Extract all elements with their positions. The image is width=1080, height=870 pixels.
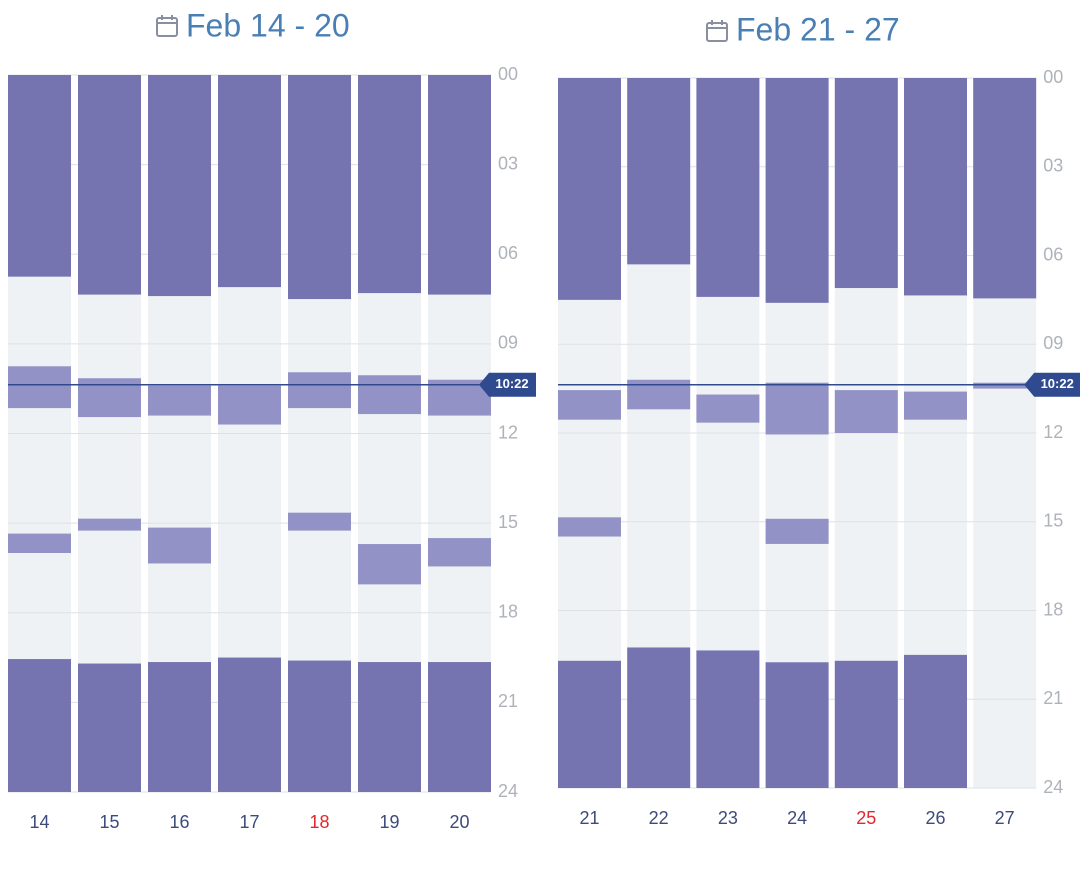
sleep-block (834, 78, 898, 289)
x-tick-label: 25 (856, 808, 876, 828)
sleep-block (358, 662, 421, 792)
y-tick-label: 09 (1043, 333, 1063, 353)
y-tick-label: 18 (498, 602, 518, 622)
x-tick-label: 23 (718, 808, 738, 828)
y-tick-label: 00 (1043, 67, 1063, 87)
y-tick-label: 15 (1043, 511, 1063, 531)
now-marker (1024, 372, 1080, 397)
sleep-block (765, 662, 829, 788)
sleep-block (558, 78, 621, 300)
sleep-block (627, 78, 691, 265)
sleep-block (8, 366, 71, 409)
sleep-block (148, 385, 211, 416)
now-marker (479, 372, 536, 397)
sleep-block (218, 75, 281, 288)
calendar-icon (706, 20, 728, 42)
now-label: 10:22 (495, 376, 528, 391)
sleep-block (428, 75, 491, 295)
x-tick-label: 26 (925, 808, 945, 828)
sleep-block (78, 518, 141, 531)
sleep-block (558, 660, 621, 788)
sleep-block (8, 533, 71, 553)
sleep-block (78, 75, 141, 295)
sleep-block (696, 650, 760, 788)
y-tick-label: 24 (1043, 777, 1063, 797)
x-tick-label: 22 (649, 808, 669, 828)
sleep-block (288, 512, 351, 531)
x-tick-label: 20 (449, 812, 469, 832)
y-tick-label: 12 (498, 422, 518, 442)
sleep-block (358, 75, 421, 294)
sleep-block (696, 394, 760, 423)
sleep-block (148, 662, 211, 792)
sleep-block (973, 382, 1037, 389)
sleep-block (428, 538, 491, 567)
sleep-block (218, 657, 281, 792)
x-tick-label: 16 (169, 812, 189, 832)
y-tick-label: 03 (1043, 156, 1063, 176)
x-tick-label: 19 (379, 812, 399, 832)
calendar-icon (156, 15, 178, 37)
sleep-block (765, 78, 829, 303)
sleep-block (904, 654, 967, 788)
chart-title: Feb 21 - 27 (736, 11, 900, 47)
now-label: 10:22 (1041, 376, 1074, 391)
chart-title: Feb 14 - 20 (186, 7, 350, 43)
sleep-block (8, 659, 71, 792)
sleep-block (288, 372, 351, 409)
x-tick-label: 18 (309, 812, 329, 832)
sleep-block (558, 517, 621, 537)
sleep-block (288, 75, 351, 300)
sleep-block (834, 390, 898, 433)
y-tick-label: 00 (498, 64, 518, 84)
sleep-block (358, 375, 421, 415)
y-tick-label: 21 (498, 691, 518, 711)
y-tick-label: 06 (498, 243, 518, 263)
y-tick-label: 24 (498, 781, 518, 801)
sleep-block (148, 527, 211, 564)
sleep-block (8, 75, 71, 277)
sleep-block (218, 385, 281, 425)
sleep-block (78, 663, 141, 792)
sleep-block (627, 647, 691, 788)
x-tick-label: 21 (579, 808, 599, 828)
sleep-block (148, 75, 211, 297)
x-tick-label: 14 (29, 812, 49, 832)
sleep-block (358, 544, 421, 585)
x-tick-label: 27 (995, 808, 1015, 828)
sleep-block (904, 78, 967, 296)
sleep-block (428, 662, 491, 792)
sleep-block (834, 660, 898, 788)
y-tick-label: 12 (1043, 422, 1063, 442)
y-tick-label: 06 (1043, 244, 1063, 264)
x-tick-label: 24 (787, 808, 807, 828)
sleep-block (696, 78, 760, 297)
y-tick-label: 15 (498, 512, 518, 532)
y-tick-label: 09 (498, 333, 518, 353)
y-tick-label: 21 (1043, 688, 1063, 708)
sleep-block (558, 390, 621, 420)
x-tick-label: 17 (239, 812, 259, 832)
y-tick-label: 03 (498, 153, 518, 173)
x-tick-label: 15 (99, 812, 119, 832)
sleep-block (904, 391, 967, 420)
y-tick-label: 18 (1043, 599, 1063, 619)
sleep-block (765, 382, 829, 435)
sleep-block (973, 78, 1037, 299)
sleep-block (288, 660, 351, 792)
sleep-block (765, 518, 829, 544)
